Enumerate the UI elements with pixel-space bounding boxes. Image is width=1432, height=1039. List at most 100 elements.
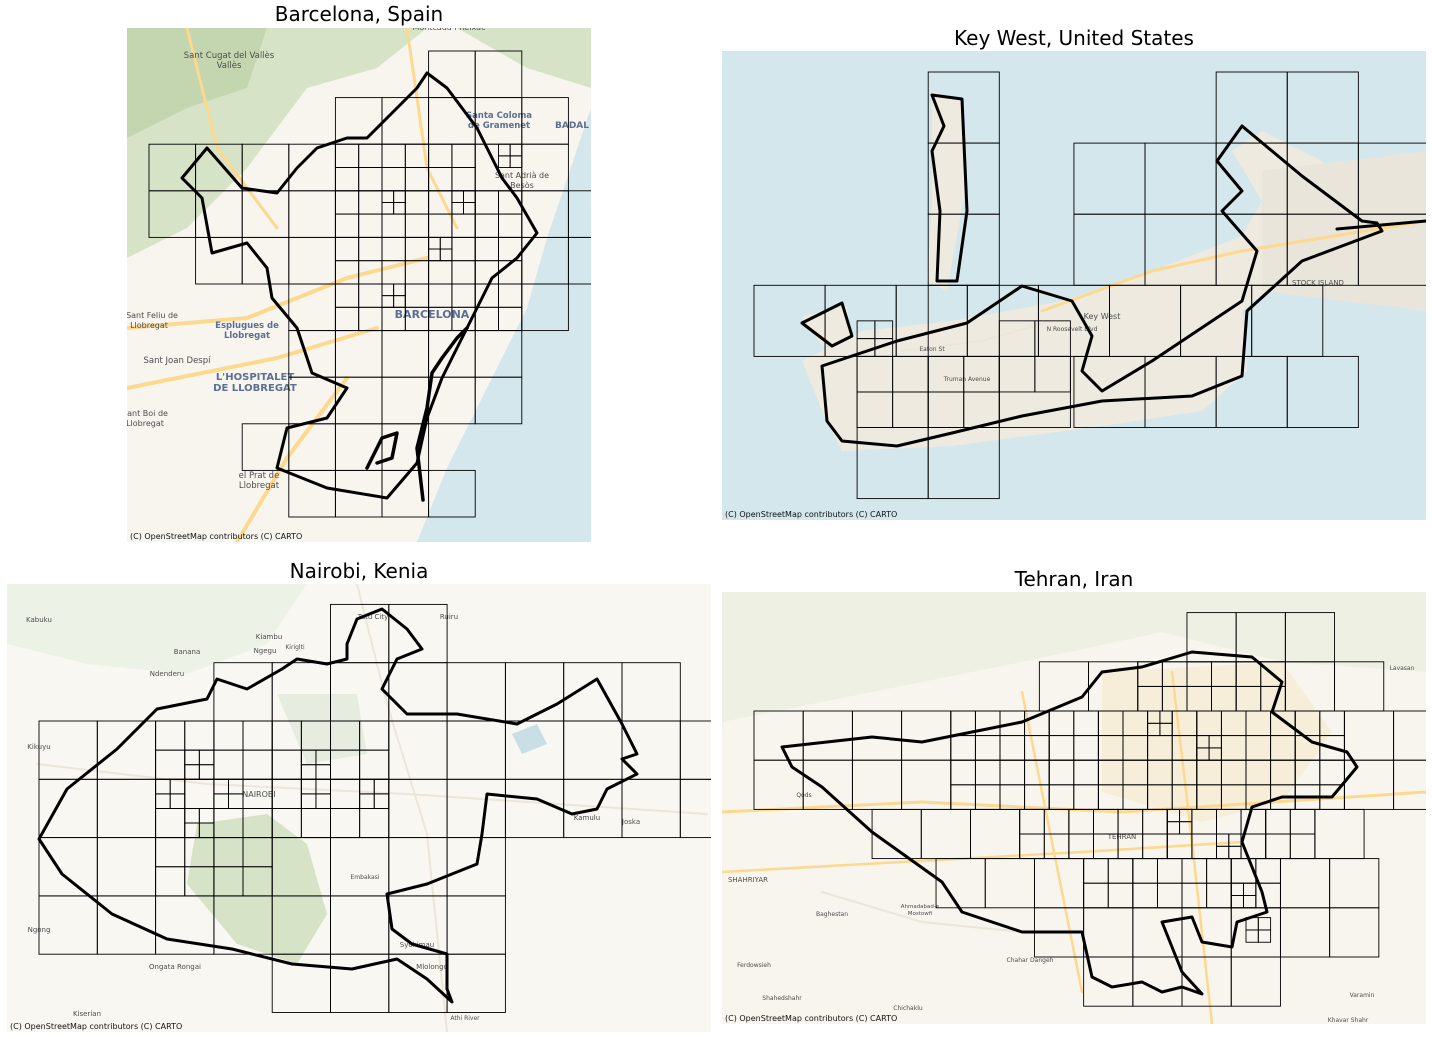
place-label: STOCK ISLAND — [1292, 279, 1344, 287]
map-panel-nairobi: Nairobi, Kenia Kabuku Banana Kiambu Ngegu Ki… — [7, 556, 711, 1036]
grid-cell — [1034, 355, 1071, 393]
major-road — [722, 790, 1426, 814]
place-label: Truman Avenue — [943, 376, 991, 383]
grid-cell — [463, 201, 476, 215]
grid-cell — [393, 295, 406, 308]
port-breakwater — [365, 431, 399, 470]
grid-cell — [198, 764, 215, 780]
place-label: Eaton St — [919, 346, 945, 353]
map-canvas[interactable]: Kabuku Banana Kiambu Ngegu Kiriglti Ruiru Tatu… — [7, 584, 711, 1032]
grid-cell — [1230, 956, 1281, 1007]
grid-cell — [498, 306, 523, 332]
grid-cell — [1357, 213, 1426, 286]
map-attribution: (C) OpenStreetMap contributors (C) CARTO — [10, 1022, 183, 1031]
place-label: Shahedshahr — [762, 995, 802, 1002]
grid-cell — [228, 793, 244, 809]
map-attribution: (C) OpenStreetMap contributors (C) CARTO — [130, 532, 303, 541]
place-label: Llobregat — [127, 419, 164, 428]
park-area — [457, 28, 591, 88]
place-label: Kabuku — [26, 616, 52, 624]
city-boundary — [820, 124, 1384, 448]
map-canvas[interactable]: TEHRAN SHAHRIYAR Ahmadabad-e Mostowfi Chahar… — [722, 592, 1426, 1024]
major-road — [185, 28, 279, 230]
island-area — [1262, 151, 1426, 311]
place-label: Llobregat — [239, 481, 280, 491]
place-label: Mostowfi — [908, 911, 932, 917]
place-label: Vallès — [217, 60, 242, 71]
map-title: Barcelona, Spain — [274, 2, 444, 26]
map-canvas[interactable]: Key West STOCK ISLAND N Roosevelt Blvd Trum… — [722, 51, 1426, 520]
map-panel-barcelona: Barcelona, Spain Sant Cugat del Vallès Va… — [127, 0, 591, 545]
park-area — [127, 28, 267, 138]
place-label: Chichaklu — [893, 1005, 923, 1012]
park-area — [187, 814, 327, 964]
port-breakwater — [415, 326, 469, 502]
major-road — [722, 840, 1244, 874]
city-boundary — [180, 71, 539, 500]
grid-cell — [1329, 907, 1380, 958]
place-label: Khavar Shahr — [1328, 1017, 1369, 1024]
map-title: Tehran, Iran — [1014, 567, 1134, 591]
place-label: Ngegu — [254, 647, 277, 655]
grid-cell — [428, 469, 476, 518]
place-label: Key West — [1084, 312, 1121, 321]
place-label: Ruiru — [440, 613, 458, 621]
place-label: Lavasan — [1390, 665, 1415, 672]
map-title: Key West, United States — [954, 26, 1194, 50]
place-label: Santa Coloma — [466, 111, 532, 121]
place-label: Embakasi — [351, 874, 380, 881]
land-area — [802, 131, 1382, 451]
grid-cell — [393, 201, 406, 215]
map-panel-keywest: Key West, United States Key West STOCK IS… — [722, 0, 1426, 525]
place-label: SHAHRIYAR — [728, 876, 768, 884]
grid-cell — [1257, 929, 1272, 943]
minor-road — [356, 584, 448, 1032]
place-label: Esplugues de — [215, 321, 279, 331]
park-area — [277, 694, 367, 764]
grid-cell — [509, 155, 523, 168]
grid-cell — [373, 793, 390, 809]
land-area — [7, 584, 307, 674]
grid-cell — [567, 190, 591, 238]
place-label: Kiriglti — [285, 644, 305, 651]
place-label: TEHRAN — [1107, 833, 1137, 841]
city-boundary — [780, 650, 1359, 996]
place-label: Kiserian — [73, 1010, 101, 1018]
place-label: Kamulu — [574, 814, 600, 822]
grid-cell — [567, 236, 591, 285]
grid-cell — [1243, 895, 1257, 909]
land-area — [722, 592, 1426, 722]
place-label: Kiambu — [256, 633, 283, 641]
grid-cell — [679, 778, 711, 839]
place-label: Joska — [621, 818, 640, 826]
place-label: Tatu City — [357, 613, 389, 621]
grid-cell — [1289, 833, 1316, 860]
city-boundary — [930, 93, 969, 283]
place-label: N Roosevelt Blvd — [1047, 326, 1098, 333]
place-label: Ferdowsieh — [737, 962, 771, 969]
place-label: Chahar Dangeh — [1007, 957, 1054, 964]
place-label: Sant Joan Despí — [144, 356, 212, 366]
place-label: el Prat de — [239, 471, 280, 481]
place-label: Athi River — [450, 1015, 480, 1022]
major-road — [127, 326, 379, 390]
map-title: Nairobi, Kenia — [289, 559, 429, 583]
grid-cell — [963, 391, 1000, 428]
place-label: BARCELONA — [395, 308, 470, 321]
map-attribution: (C) OpenStreetMap contributors (C) CARTO — [725, 1014, 898, 1023]
place-label: L'HOSPITALET — [216, 372, 295, 383]
place-label: Llobregat — [224, 331, 270, 341]
major-road — [1040, 219, 1426, 313]
place-label: BADAL — [555, 121, 589, 131]
city-boundary — [37, 607, 639, 1004]
grid-cell — [315, 793, 331, 809]
grid-cell — [1159, 722, 1173, 737]
minor-road — [821, 891, 1023, 933]
place-label: Qods — [796, 792, 811, 799]
place-label: Sant Feliu de — [127, 311, 178, 320]
place-label: Ndenderu — [150, 670, 185, 678]
place-label: Ahmadabad-e — [901, 904, 940, 910]
